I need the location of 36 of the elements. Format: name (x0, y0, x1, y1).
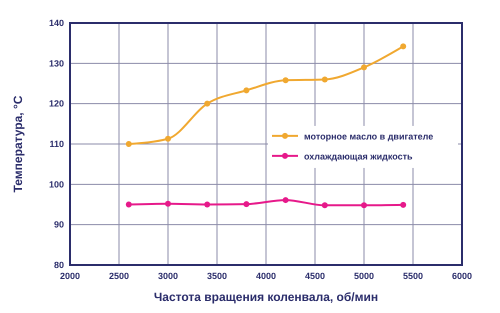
point (282, 197, 289, 204)
y-tick-label: 130 (48, 58, 64, 68)
x-axis-title: Частота вращения коленвала, об/мин (154, 290, 378, 304)
x-tick-label: 5000 (354, 271, 374, 281)
y-tick-label: 120 (48, 98, 64, 109)
legend-label: моторное масло в двигателе (304, 131, 434, 142)
point (322, 76, 328, 82)
point (126, 141, 132, 147)
point (204, 202, 210, 208)
point (165, 136, 171, 142)
y-axis-title: Температура, °C (11, 95, 25, 192)
point (361, 202, 367, 208)
point (243, 87, 250, 94)
point (243, 201, 250, 208)
point (400, 43, 406, 50)
x-tick-label: 2500 (108, 271, 130, 281)
legend-label: охлаждающая жидкость (304, 151, 414, 162)
x-tick-label: 3000 (158, 271, 178, 281)
x-tick-label: 4000 (256, 271, 276, 281)
x-tick-label: 5500 (402, 271, 424, 281)
x-tick-label: 2000 (60, 271, 80, 281)
point (361, 64, 367, 70)
y-tick-label: 100 (48, 179, 64, 190)
x-tick-label: 6000 (452, 271, 472, 281)
x-tick-label: 4500 (304, 271, 326, 281)
x-tick-label: 3500 (206, 271, 228, 281)
point (204, 100, 210, 107)
y-tick-label: 110 (49, 139, 64, 149)
point (282, 77, 289, 84)
point (165, 200, 171, 207)
point (126, 202, 132, 208)
y-tick-label: 90 (54, 220, 64, 230)
point (400, 202, 406, 208)
y-tick-label: 80 (54, 260, 64, 270)
point (322, 202, 328, 208)
y-tick-label: 140 (48, 18, 64, 28)
